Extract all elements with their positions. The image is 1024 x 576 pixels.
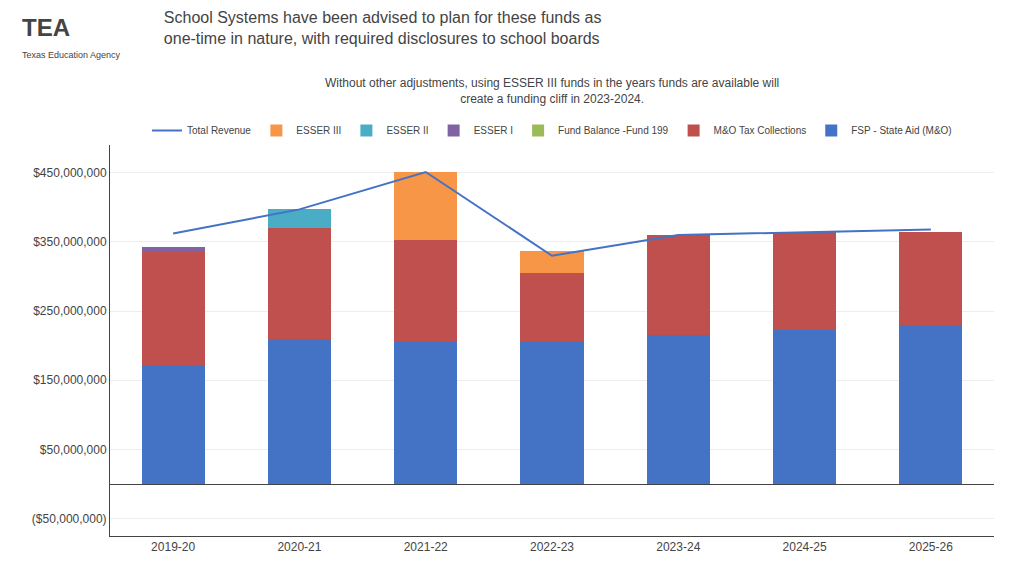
svg-text:2024-25: 2024-25 xyxy=(783,540,827,554)
svg-text:2020-21: 2020-21 xyxy=(277,540,321,554)
svg-text:2023-24: 2023-24 xyxy=(656,540,700,554)
svg-text:School Systems have been advis: School Systems have been advised to plan… xyxy=(164,9,602,47)
svg-text:($50,000,000): ($50,000,000) xyxy=(32,512,107,526)
svg-text:TEA: TEA xyxy=(22,14,70,41)
svg-text:$250,000,000: $250,000,000 xyxy=(33,304,107,318)
svg-text:Texas Education Agency: Texas Education Agency xyxy=(22,50,121,60)
svg-text:ESSER II: ESSER II xyxy=(386,125,428,136)
svg-text:Total Revenue: Total Revenue xyxy=(187,125,251,136)
svg-text:ESSER III: ESSER III xyxy=(296,125,341,136)
svg-text:M&O Tax Collections: M&O Tax Collections xyxy=(714,125,807,136)
svg-text:2025-26: 2025-26 xyxy=(909,540,953,554)
svg-text:$450,000,000: $450,000,000 xyxy=(33,166,107,180)
svg-text:FSP - State Aid (M&O): FSP - State Aid (M&O) xyxy=(851,125,951,136)
svg-text:2019-20: 2019-20 xyxy=(151,540,195,554)
svg-text:ESSER I: ESSER I xyxy=(474,125,513,136)
svg-text:Fund Balance -Fund 199: Fund Balance -Fund 199 xyxy=(558,125,669,136)
svg-text:$50,000,000: $50,000,000 xyxy=(40,443,107,457)
svg-text:Without other adjustments, usi: Without other adjustments, using ESSER I… xyxy=(325,76,779,106)
svg-text:$150,000,000: $150,000,000 xyxy=(33,373,107,387)
svg-text:2022-23: 2022-23 xyxy=(530,540,574,554)
svg-text:$350,000,000: $350,000,000 xyxy=(33,235,107,249)
svg-text:2021-22: 2021-22 xyxy=(404,540,448,554)
